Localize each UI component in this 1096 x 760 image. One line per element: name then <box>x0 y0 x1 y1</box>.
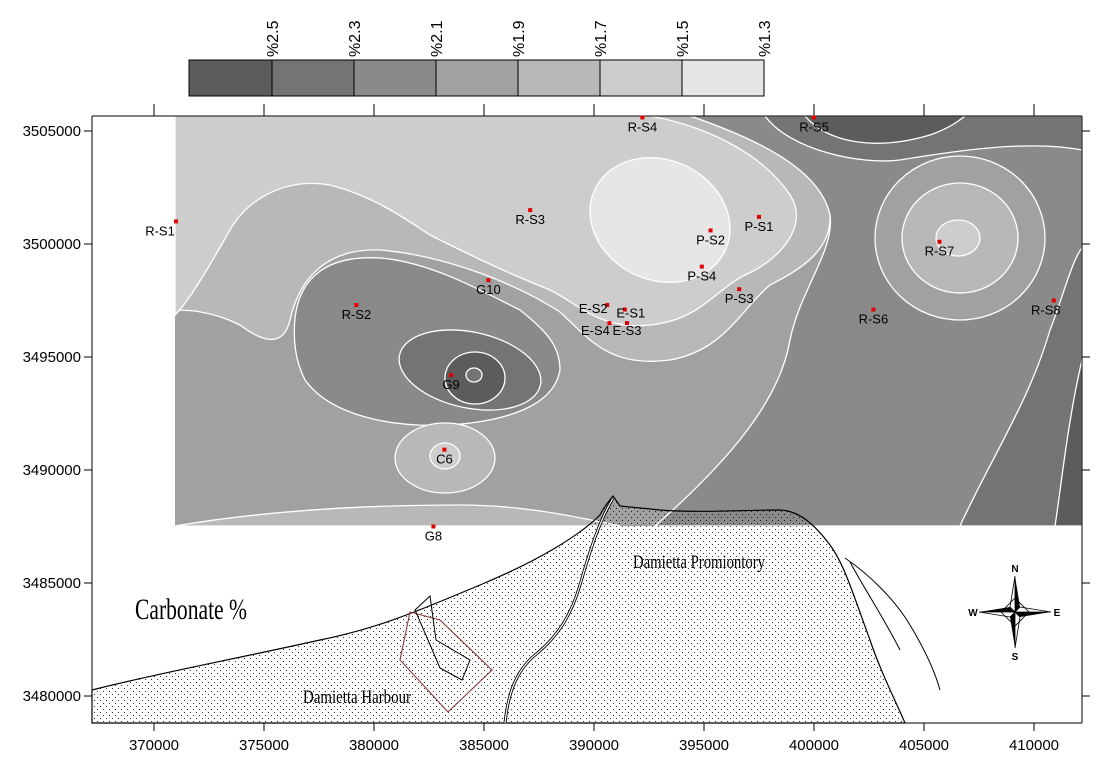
compass-n: N <box>1011 564 1018 575</box>
river-branch-inner <box>504 499 613 724</box>
station-marker-g8 <box>431 524 436 529</box>
station-label-r-s5: R-S5 <box>799 119 829 134</box>
station-marker-r-s8 <box>1051 298 1056 303</box>
legend-label-2.1: %2.1 <box>429 20 446 57</box>
contour-1.3-center <box>589 157 731 283</box>
station-marker-e-s3 <box>625 321 629 326</box>
station-label-g9: G9 <box>442 377 459 392</box>
x-tick-label: 380000 <box>349 737 399 754</box>
x-tick-label: 390000 <box>569 737 619 754</box>
station-marker-r-s2 <box>354 303 359 308</box>
eastern-branch <box>844 557 941 691</box>
station-marker-e-s1 <box>622 307 627 312</box>
station-label-r-s7: R-S7 <box>925 244 955 259</box>
legend-label-2.5: %2.5 <box>265 20 282 57</box>
compass-w: W <box>968 608 978 619</box>
eastern-branch-2 <box>849 561 901 651</box>
station-marker-p-s3 <box>737 287 742 292</box>
station-label-c6: C6 <box>436 452 453 467</box>
contour-1.9-south <box>175 504 621 526</box>
station-label-p-s2: P-S2 <box>696 232 725 247</box>
station-marker-r-s4 <box>640 115 645 120</box>
contour-map <box>175 116 1082 526</box>
y-tick-label: 3480000 <box>23 688 81 705</box>
station-marker-g9 <box>449 373 453 378</box>
contour-1.5-c6 <box>429 442 461 470</box>
station-label-r-s1: R-S1 <box>145 223 175 238</box>
station-marker-r-s3 <box>528 208 533 213</box>
y-tick-label: 3500000 <box>23 236 81 253</box>
contour-1.5-rs7 <box>935 219 981 257</box>
station-marker-p-s4 <box>699 264 704 269</box>
station-marker-c6 <box>442 447 447 452</box>
land <box>91 494 941 724</box>
station-label-r-s6: R-S6 <box>859 312 889 327</box>
station-label-p-s1: P-S1 <box>745 219 774 234</box>
contour-2.5-north <box>804 116 967 144</box>
land-area <box>91 494 906 724</box>
legend: %2.5 %2.3 %2.1 %1.9 %1.7 %1.5 %1.3 <box>188 20 774 97</box>
station-marker-r-s5 <box>812 115 816 120</box>
station-label-p-s3: P-S3 <box>725 291 754 306</box>
x-tick-label: 385000 <box>459 737 509 754</box>
station-label-g8: G8 <box>425 529 442 544</box>
legend-swatch-1.5 <box>599 59 683 97</box>
legend-swatch-1.3 <box>681 59 765 97</box>
x-tick-label: 395000 <box>679 737 729 754</box>
station-label-r-s3: R-S3 <box>515 212 545 227</box>
x-tick-labels: 370000 375000 380000 385000 390000 39500… <box>129 737 1059 754</box>
station-marker-r-s1 <box>174 219 178 224</box>
station-label-e-s3: E-S3 <box>613 323 642 338</box>
compass-icon: N S E W <box>968 564 1060 663</box>
station-label-e-s2: E-S2 <box>579 301 608 316</box>
station-marker-e-s2 <box>605 303 610 308</box>
x-tick-label: 405000 <box>899 737 949 754</box>
contour-2.3-east <box>959 246 1082 526</box>
station-marker-p-s2 <box>708 228 713 233</box>
legend-label-1.7: %1.7 <box>593 20 610 57</box>
legend-label-1.3: %1.3 <box>757 20 774 57</box>
promontory-label: Damietta Promiontory <box>633 552 765 573</box>
y-tick-label: 3485000 <box>23 575 81 592</box>
harbour-outline <box>399 611 493 713</box>
legend-swatch-2.3 <box>271 59 355 97</box>
legend-swatch-1.7 <box>517 59 601 97</box>
station-label-e-s1: E-S1 <box>616 306 645 321</box>
x-tick-label: 370000 <box>129 737 179 754</box>
y-tick-label: 3505000 <box>23 123 81 140</box>
station-marker-g10 <box>486 278 491 283</box>
x-tick-label: 400000 <box>789 737 839 754</box>
harbour-label: Damietta Harbour <box>303 687 412 708</box>
legend-swatch-1.9 <box>435 59 519 97</box>
compass-s: S <box>1012 652 1019 663</box>
contour-2.3-g9-inner <box>465 367 483 383</box>
x-tick-label: 410000 <box>1009 737 1059 754</box>
station-marker-r-s6 <box>871 307 876 312</box>
station-marker-p-s1 <box>757 214 761 219</box>
y-tick-labels: 3505000 3500000 3495000 3490000 3485000 … <box>23 123 81 705</box>
station-marker-r-s7 <box>937 239 942 244</box>
station-label-r-s8: R-S8 <box>1031 303 1061 318</box>
legend-label-1.9: %1.9 <box>511 20 528 57</box>
station-label-r-s2: R-S2 <box>342 307 372 322</box>
station-label-g10: G10 <box>476 282 501 297</box>
map-title: Carbonate % <box>135 593 247 626</box>
legend-swatch-2.1 <box>353 59 437 97</box>
legend-label-2.3: %2.3 <box>347 20 364 57</box>
legend-swatch-2.5 <box>188 59 273 97</box>
compass-e: E <box>1054 608 1061 619</box>
y-tick-label: 3490000 <box>23 462 81 479</box>
station-label-r-s4: R-S4 <box>628 119 658 134</box>
axes <box>91 115 1083 724</box>
station-marker-e-s4 <box>607 321 612 326</box>
harbour-jetty <box>414 594 471 681</box>
x-tick-label: 375000 <box>239 737 289 754</box>
station-label-p-s4: P-S4 <box>687 269 716 284</box>
legend-label-1.5: %1.5 <box>675 20 692 57</box>
stations: R-S1 R-S2 R-S3 R-S4 R-S5 R-S6 R-S7 R-S8 P-S1 P-S2… <box>145 115 1061 544</box>
tick-marks <box>84 104 1090 731</box>
station-label-e-s4: E-S4 <box>581 323 610 338</box>
y-tick-label: 3495000 <box>23 349 81 366</box>
